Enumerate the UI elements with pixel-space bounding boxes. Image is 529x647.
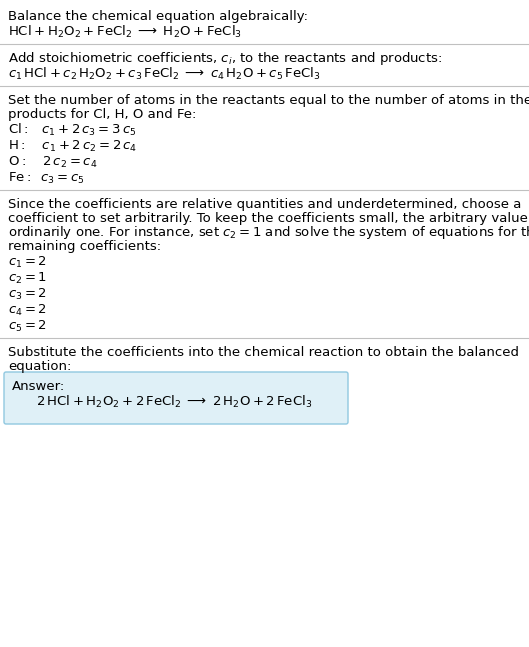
Text: $c_1 = 2$: $c_1 = 2$ (8, 255, 47, 270)
Text: ordinarily one. For instance, set $c_2 = 1$ and solve the system of equations fo: ordinarily one. For instance, set $c_2 =… (8, 224, 529, 241)
Text: Balance the chemical equation algebraically:: Balance the chemical equation algebraica… (8, 10, 308, 23)
Text: equation:: equation: (8, 360, 71, 373)
Text: Set the number of atoms in the reactants equal to the number of atoms in the: Set the number of atoms in the reactants… (8, 94, 529, 107)
Text: products for Cl, H, O and Fe:: products for Cl, H, O and Fe: (8, 108, 196, 121)
Text: coefficient to set arbitrarily. To keep the coefficients small, the arbitrary va: coefficient to set arbitrarily. To keep … (8, 212, 529, 225)
Text: $\mathrm{O:}\;\;\;\; 2\,c_2 = c_4$: $\mathrm{O:}\;\;\;\; 2\,c_2 = c_4$ (8, 155, 97, 170)
Text: $\mathrm{H:}\;\;\;\; c_1 + 2\,c_2 = 2\,c_4$: $\mathrm{H:}\;\;\;\; c_1 + 2\,c_2 = 2\,c… (8, 138, 138, 154)
Text: $\mathrm{Fe:}\;\; c_3 = c_5$: $\mathrm{Fe:}\;\; c_3 = c_5$ (8, 171, 85, 186)
Text: remaining coefficients:: remaining coefficients: (8, 240, 161, 253)
Text: $c_1\,\mathrm{HCl} + c_2\,\mathrm{H_2O_2} + c_3\,\mathrm{FeCl_2} \;\longrightarr: $c_1\,\mathrm{HCl} + c_2\,\mathrm{H_2O_2… (8, 65, 321, 82)
Text: Substitute the coefficients into the chemical reaction to obtain the balanced: Substitute the coefficients into the che… (8, 346, 519, 359)
Text: $\mathrm{HCl} + \mathrm{H_2O_2} + \mathrm{FeCl_2} \;\longrightarrow\; \mathrm{H_: $\mathrm{HCl} + \mathrm{H_2O_2} + \mathr… (8, 23, 242, 39)
Text: Add stoichiometric coefficients, $c_i$, to the reactants and products:: Add stoichiometric coefficients, $c_i$, … (8, 50, 442, 67)
FancyBboxPatch shape (4, 372, 348, 424)
Text: $c_5 = 2$: $c_5 = 2$ (8, 318, 47, 334)
Text: $c_2 = 1$: $c_2 = 1$ (8, 270, 47, 286)
Text: Answer:: Answer: (12, 380, 65, 393)
Text: $c_4 = 2$: $c_4 = 2$ (8, 303, 47, 318)
Text: Since the coefficients are relative quantities and underdetermined, choose a: Since the coefficients are relative quan… (8, 198, 522, 211)
Text: $2\,\mathrm{HCl} + \mathrm{H_2O_2} + 2\,\mathrm{FeCl_2} \;\longrightarrow\; 2\,\: $2\,\mathrm{HCl} + \mathrm{H_2O_2} + 2\,… (36, 393, 312, 410)
Text: $\mathrm{Cl:}\;\;\; c_1 + 2\,c_3 = 3\,c_5$: $\mathrm{Cl:}\;\;\; c_1 + 2\,c_3 = 3\,c_… (8, 122, 136, 138)
Text: $c_3 = 2$: $c_3 = 2$ (8, 287, 47, 302)
